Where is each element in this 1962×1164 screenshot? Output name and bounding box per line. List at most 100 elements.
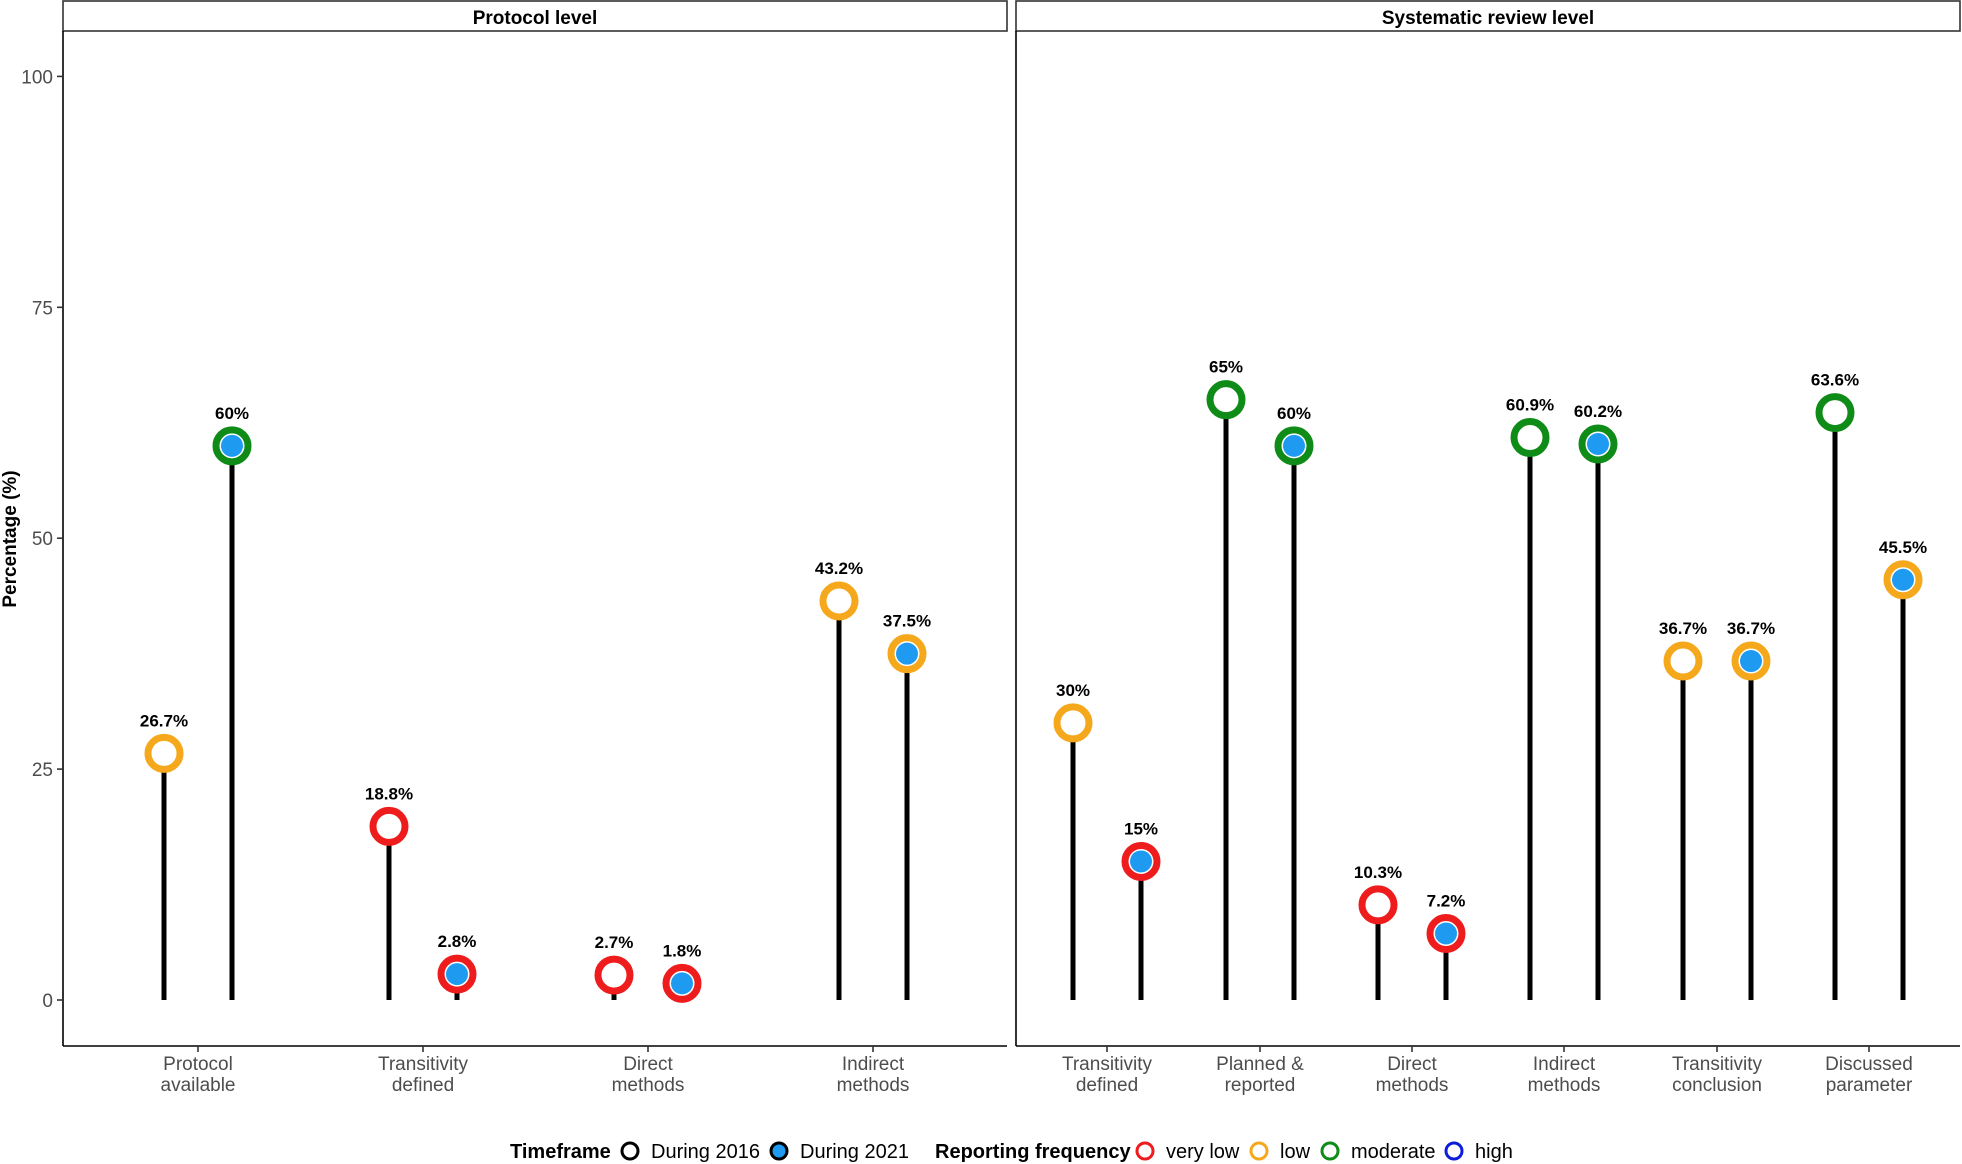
lollipop-2016: 30% [1053, 681, 1093, 1000]
x-tick-label: defined [1076, 1075, 1138, 1096]
x-tick-label: Protocol [163, 1054, 233, 1075]
legend-low-label: low [1280, 1141, 1311, 1163]
panel-axes-systematic-review [1015, 31, 1960, 1047]
lollipop-2016: 26.7% [140, 711, 188, 1000]
lollipop-point-moderate [1815, 393, 1855, 433]
lollipop-point-fill [671, 972, 693, 995]
panel-strip-systematic-review: Systematic review level [1015, 0, 1961, 32]
lollipop-point-very-low [1358, 885, 1398, 925]
lollipop-2021: 45.5% [1879, 538, 1927, 1000]
x-tick-label: methods [837, 1075, 910, 1096]
lollipop-point-low [819, 581, 859, 621]
lollipop-2016: 63.6% [1811, 371, 1859, 1000]
panel-axes-protocol [62, 31, 1007, 1047]
lollipop-point-low [144, 733, 184, 773]
x-tick-label: Direct [623, 1054, 673, 1075]
data-label: 26.7% [140, 711, 188, 730]
legend-frequency-title: Reporting frequency [935, 1141, 1131, 1163]
data-label: 65% [1209, 358, 1243, 377]
panel-strip-protocol: Protocol level [62, 0, 1008, 32]
lollipop-point-moderate [1510, 418, 1550, 458]
y-tick-label: 25 [32, 760, 53, 781]
lollipop-2021: 2.8% [437, 932, 477, 1000]
legend-very-low-marker [1135, 1141, 1155, 1161]
legend-2016-label: During 2016 [651, 1141, 760, 1163]
lollipop-2016: 43.2% [815, 559, 863, 1000]
data-label: 60.2% [1574, 402, 1622, 421]
legend-timeframe-title: Timeframe [510, 1141, 611, 1163]
y-tick-label: 75 [32, 298, 53, 319]
legend-moderate-label: moderate [1351, 1141, 1436, 1163]
x-tick-label: conclusion [1672, 1075, 1762, 1096]
lollipop-point-very-low [369, 806, 409, 846]
legend-high-label: high [1475, 1141, 1513, 1163]
legend-low-marker [1249, 1141, 1269, 1161]
lollipop-2016: 2.7% [594, 933, 634, 1000]
x-tick-label: methods [612, 1075, 685, 1096]
lollipop-point-fill [1283, 434, 1305, 457]
data-label: 30% [1056, 681, 1090, 700]
lollipop-point-fill [1892, 568, 1914, 591]
y-tick-label: 100 [21, 67, 53, 88]
lollipop-2016: 10.3% [1354, 863, 1402, 1000]
lollipop-point-fill [1435, 922, 1457, 945]
x-tick-label: parameter [1826, 1075, 1913, 1096]
data-label: 2.8% [438, 932, 477, 951]
legend-2021-marker [769, 1141, 789, 1161]
y-tick-label: 50 [32, 529, 53, 550]
data-label: 60% [1277, 404, 1311, 423]
lollipop-2021: 37.5% [883, 612, 931, 1000]
data-label: 45.5% [1879, 538, 1927, 557]
legend-2021-label: During 2021 [800, 1141, 909, 1163]
x-tick-label: Indirect [1533, 1054, 1596, 1075]
data-label: 10.3% [1354, 863, 1402, 882]
lollipop-point-fill [1740, 650, 1762, 673]
y-axis: 0 25 50 75 100 [21, 67, 63, 1012]
lollipop-2016: 65% [1206, 358, 1246, 1000]
x-tick-label: Transitivity [1062, 1054, 1153, 1075]
x-tick-label: Planned & [1216, 1054, 1304, 1075]
x-tick-label: Transitivity [378, 1054, 469, 1075]
y-tick-label: 0 [42, 991, 53, 1012]
x-tick-label: methods [1376, 1075, 1449, 1096]
legend-high-marker [1444, 1141, 1464, 1161]
panel-title-protocol: Protocol level [473, 8, 598, 29]
lollipop-2021: 60% [212, 404, 252, 1000]
lollipop-2021: 7.2% [1426, 892, 1466, 1000]
data-label: 2.7% [595, 933, 634, 952]
x-tick-label: reported [1225, 1075, 1296, 1096]
y-axis-title: Percentage (%) [0, 470, 21, 607]
data-label: 15% [1124, 819, 1158, 838]
x-tick-label: Discussed [1825, 1054, 1913, 1075]
lollipop-point-fill [1130, 850, 1152, 873]
data-label: 60.9% [1506, 396, 1554, 415]
data-label: 43.2% [815, 559, 863, 578]
lollipop-2016: 36.7% [1659, 619, 1707, 1000]
data-label: 63.6% [1811, 371, 1859, 390]
x-tick-label: Transitivity [1672, 1054, 1763, 1075]
lollipop-2021: 60% [1274, 404, 1314, 1000]
x-tick-label: Direct [1387, 1054, 1437, 1075]
x-tick-label: defined [392, 1075, 454, 1096]
lollipop-point-fill [221, 434, 243, 457]
lollipop-point-moderate [1206, 380, 1246, 420]
x-tick-label: methods [1528, 1075, 1601, 1096]
x-tick-label: Indirect [842, 1054, 905, 1075]
data-label: 60% [215, 404, 249, 423]
lollipop-2021: 60.2% [1574, 402, 1622, 1000]
data-label: 36.7% [1659, 619, 1707, 638]
lollipop-2016: 18.8% [365, 784, 413, 1000]
legend-moderate-marker [1320, 1141, 1340, 1161]
data-label: 36.7% [1727, 619, 1775, 638]
lollipop-2016: 60.9% [1506, 396, 1554, 1000]
legend: Timeframe During 2016 During 2021 Report… [510, 1141, 1513, 1163]
lollipop-2021: 1.8% [662, 941, 702, 1003]
data-label: 7.2% [1427, 892, 1466, 911]
chart-marks: 26.7% 60% 18.8% 2.8% 2.7% 1.8% 43.2% 37.5% 30% 15… [140, 358, 1927, 1003]
x-tick-label: available [161, 1075, 236, 1096]
panel-title-systematic-review: Systematic review level [1382, 8, 1594, 29]
data-label: 18.8% [365, 784, 413, 803]
